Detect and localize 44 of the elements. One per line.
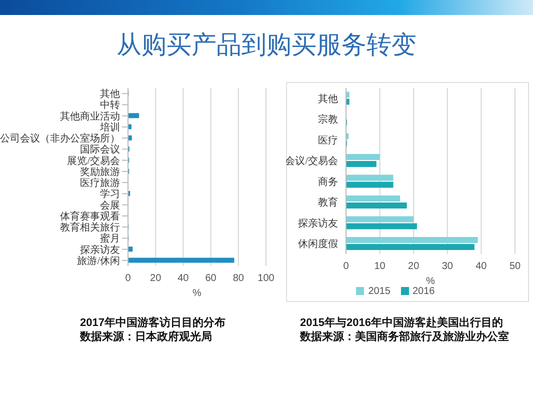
text: 2015年与2016年中国游客赴美国出行目的 [300, 316, 504, 330]
text: 从购买产品到购买服务转变 [116, 30, 416, 60]
y-tick-label: 教育 [318, 196, 338, 209]
legend-label: 2015 [368, 286, 390, 297]
x-tick-label: 30 [442, 261, 454, 272]
y-tick-label: 探亲访友 [80, 244, 120, 256]
y-tick-label: 其他 [318, 92, 338, 105]
x-tick-label: 100 [258, 273, 275, 284]
y-tick-label: 会展 [100, 199, 120, 212]
y-tick-label: 医疗 [318, 134, 338, 146]
x-axis-title: % [426, 276, 436, 287]
x-tick-label: 60 [205, 273, 217, 284]
y-tick-label: 商务 [318, 176, 338, 188]
y-tick-label: 公司会议（非办公室场所） [0, 132, 120, 145]
x-tick-label: 10 [374, 261, 386, 272]
text: 2017年中国游客访日目的分布 [80, 316, 226, 330]
y-tick-label: 中转 [100, 99, 120, 112]
y-tick-label: 其他 [100, 88, 120, 100]
y-tick-label: 休闲度假 [298, 238, 338, 250]
y-tick-label: 其他商业活动 [60, 110, 120, 122]
y-tick-label: 蜜月 [100, 232, 120, 245]
x-tick-label: 40 [476, 261, 488, 272]
x-tick-label: 20 [150, 273, 162, 284]
source-note: 数据来源：美国商务部旅行及旅游业办公室 [300, 330, 509, 344]
x-axis-title: % [192, 288, 202, 299]
y-tick-label: 国际会议 [80, 144, 120, 156]
y-tick-label: 学习 [100, 188, 120, 200]
y-tick-label: 展览/交易会 [67, 154, 120, 167]
x-tick-label: 40 [178, 273, 190, 284]
x-tick-label: 0 [125, 273, 132, 284]
y-tick-label: 教育相关旅行 [60, 222, 120, 234]
x-tick-label: 50 [509, 261, 521, 272]
y-tick-label: 宗教 [318, 114, 338, 126]
y-tick-label: 旅游/休闲 [77, 254, 120, 267]
y-tick-label: 培训 [99, 121, 120, 134]
legend-label: 2016 [412, 286, 435, 297]
y-tick-label: 探亲访友 [298, 217, 338, 230]
source-note: 数据来源：日本政府观光局 [80, 330, 213, 344]
x-tick-label: 0 [343, 261, 350, 272]
x-tick-label: 80 [232, 273, 244, 284]
y-tick-label: 医疗旅游 [80, 177, 120, 190]
y-tick-label: 体育赛事观看 [60, 210, 120, 222]
x-tick-label: 20 [408, 261, 420, 272]
y-tick-label: 奖励旅游 [80, 166, 120, 178]
